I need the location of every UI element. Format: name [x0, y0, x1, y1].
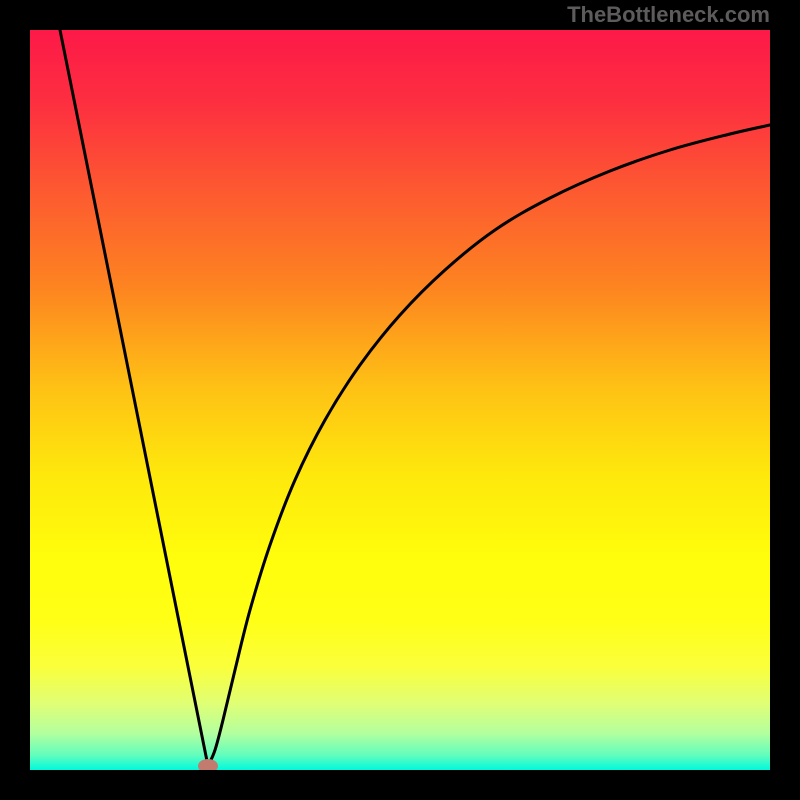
plot-area: [30, 30, 770, 770]
curve-layer: [30, 30, 770, 770]
chart-container: TheBottleneck.com: [0, 0, 800, 800]
minimum-marker: [198, 759, 218, 770]
watermark-text: TheBottleneck.com: [567, 2, 770, 28]
